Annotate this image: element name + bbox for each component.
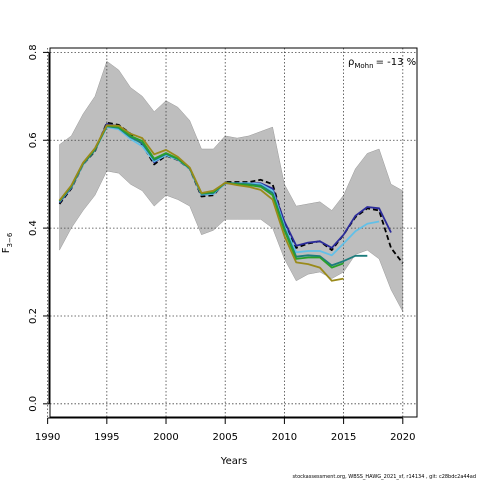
y-tick-label: 0.2	[28, 308, 39, 324]
y-axis: 0.0 0.2 0.4 0.6 0.8	[28, 44, 50, 412]
y-axis-label: F3−6	[1, 232, 14, 253]
y-axis-label-subscript: 3−6	[6, 232, 14, 247]
x-tick-label: 1990	[35, 432, 60, 443]
confidence-band-area	[59, 60, 404, 312]
mohn-rho-symbol: ρ	[348, 57, 354, 68]
x-tick-label: 1995	[94, 432, 119, 443]
gridlines	[47, 48, 417, 417]
x-tick-label: 2000	[153, 432, 178, 443]
plot-frame	[49, 47, 418, 418]
y-axis-label-main: F	[1, 247, 12, 253]
x-tick-label: 2020	[390, 432, 415, 443]
y-tick-label: 0.0	[28, 396, 39, 412]
y-tick-label: 0.8	[28, 44, 39, 60]
mohn-rho-subscript: Mohn	[354, 62, 373, 70]
series-line	[58, 124, 344, 282]
x-axis: 1990 1995 2000 2005 2010 2015 2020	[35, 417, 416, 443]
y-tick-label: 0.6	[28, 132, 39, 148]
mohn-rho-annotation: ρMohn = -13 %	[348, 57, 416, 70]
x-tick-label: 2010	[272, 432, 297, 443]
y-tick-label: 0.4	[28, 220, 39, 236]
series-lines	[58, 121, 404, 282]
x-tick-label: 2005	[212, 432, 237, 443]
x-tick-label: 2015	[331, 432, 356, 443]
footer-text: stockassessment.org, WBSS_HAWG_2021_sf, …	[293, 474, 477, 480]
mohn-rho-value: = -13 %	[376, 57, 417, 68]
x-axis-label: Years	[220, 456, 247, 467]
confidence-band	[59, 60, 404, 312]
